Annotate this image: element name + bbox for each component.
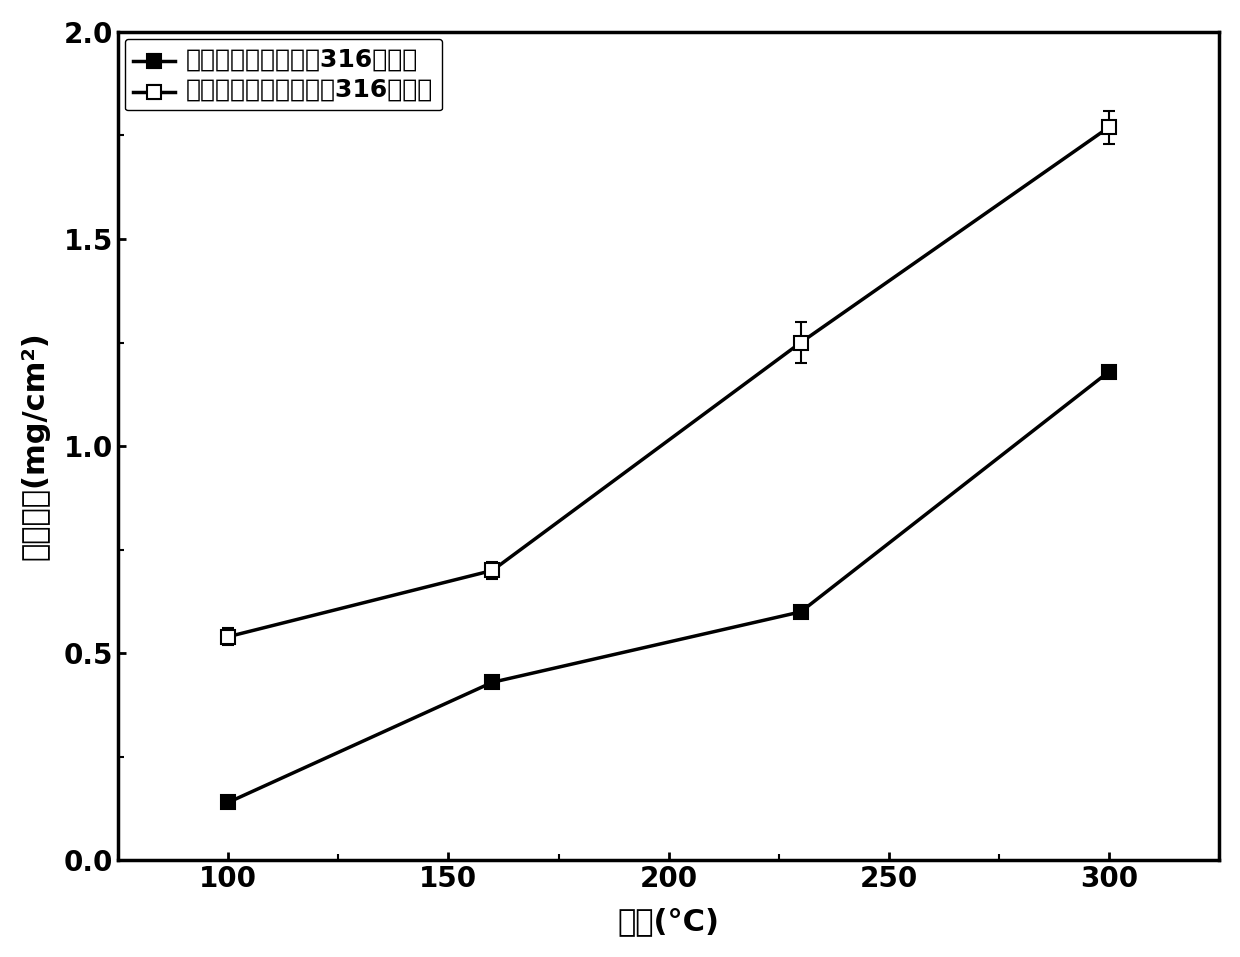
Y-axis label: 腑蚀增重(mg/cm²): 腑蚀增重(mg/cm²) [21,332,50,561]
Legend: 经磷酸盐鼯化处理的316不锈锤, 未经磷酸盐鼯化处理的316不锈锤: 经磷酸盐鼯化处理的316不锈锤, 未经磷酸盐鼯化处理的316不锈锤 [125,39,441,110]
X-axis label: 温度(°C): 温度(°C) [618,907,719,936]
